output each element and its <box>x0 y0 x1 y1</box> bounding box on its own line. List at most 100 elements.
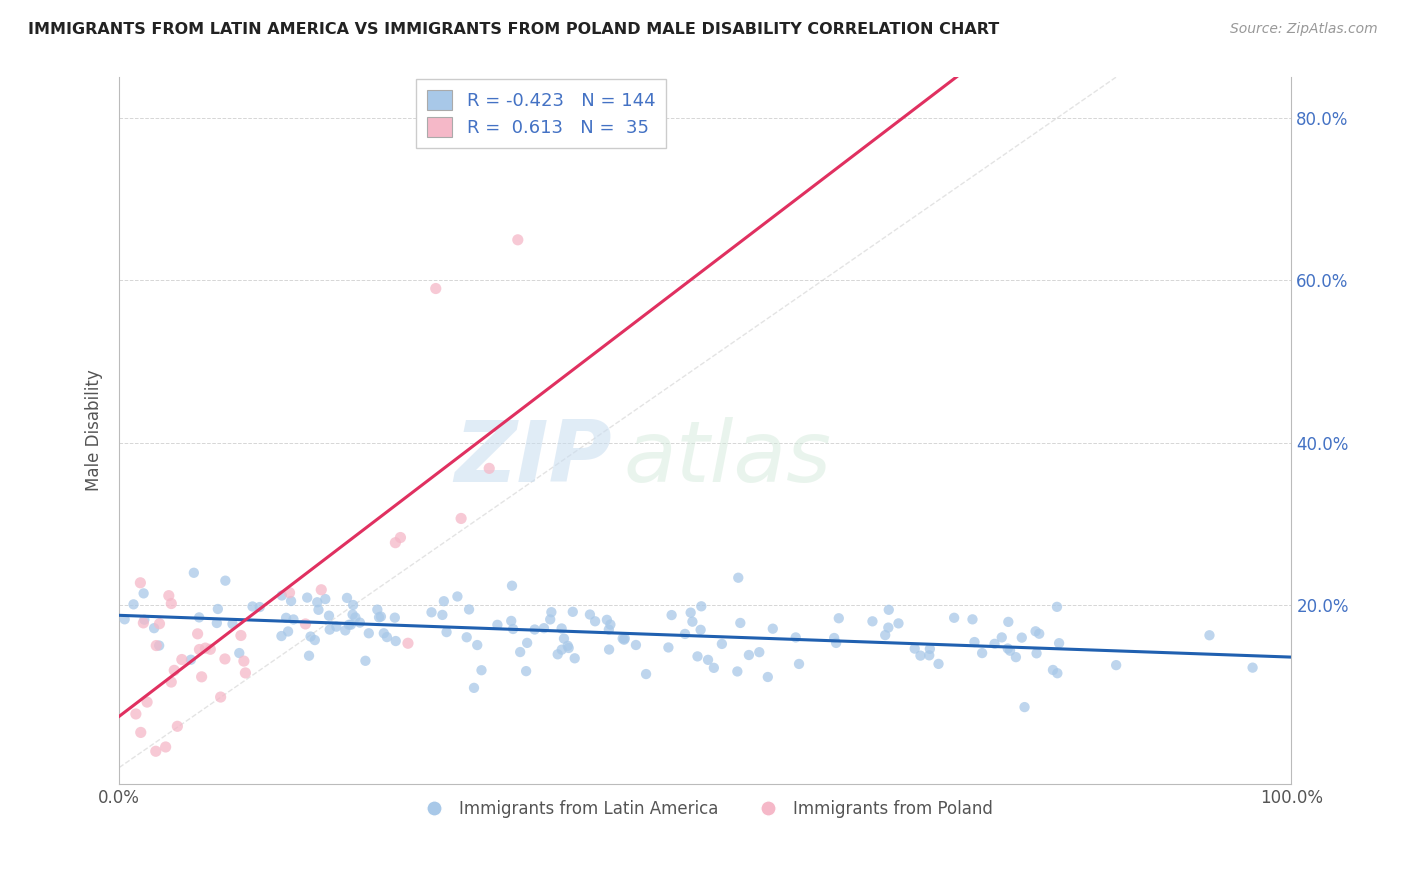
Point <box>157 589 180 603</box>
Point <box>325 620 347 634</box>
Point <box>738 648 761 662</box>
Point <box>132 615 155 630</box>
Point <box>308 603 330 617</box>
Point <box>148 616 170 631</box>
Point <box>928 657 950 671</box>
Point <box>336 591 359 605</box>
Point <box>136 695 159 709</box>
Point <box>160 597 183 611</box>
Point <box>433 594 456 608</box>
Point <box>188 610 211 624</box>
Point <box>1011 631 1033 645</box>
Point <box>748 645 770 659</box>
Point <box>283 612 305 626</box>
Point <box>463 681 485 695</box>
Point <box>235 665 257 680</box>
Point <box>1105 658 1128 673</box>
Point <box>432 607 454 622</box>
Point <box>553 632 575 646</box>
Point <box>918 648 941 663</box>
Point <box>550 622 572 636</box>
Point <box>232 654 254 668</box>
Point <box>304 633 326 648</box>
Point <box>278 585 301 599</box>
Point <box>997 641 1019 656</box>
Point <box>962 612 984 626</box>
Point <box>963 635 986 649</box>
Point <box>690 599 713 614</box>
Point <box>335 624 357 638</box>
Point <box>681 615 703 629</box>
Point <box>1014 700 1036 714</box>
Point <box>1241 660 1264 674</box>
Point <box>436 625 458 640</box>
Point <box>904 641 927 656</box>
Point <box>887 616 910 631</box>
Point <box>612 632 634 646</box>
Point <box>125 706 148 721</box>
Text: atlas: atlas <box>623 417 831 500</box>
Point <box>703 661 725 675</box>
Point <box>337 617 360 632</box>
Point <box>523 623 546 637</box>
Point <box>145 639 167 653</box>
Point <box>557 640 579 655</box>
Point <box>509 645 531 659</box>
Point <box>166 719 188 733</box>
Point <box>342 598 364 612</box>
Point <box>396 636 419 650</box>
Y-axis label: Male Disability: Male Disability <box>86 369 103 491</box>
Point <box>564 651 586 665</box>
Point <box>465 638 488 652</box>
Point <box>375 630 398 644</box>
Point <box>1005 650 1028 665</box>
Point <box>1025 646 1047 660</box>
Point <box>249 600 271 615</box>
Point <box>710 637 733 651</box>
Point <box>689 623 711 637</box>
Point <box>298 648 321 663</box>
Point <box>998 644 1021 658</box>
Point <box>425 281 447 295</box>
Point <box>686 649 709 664</box>
Point <box>828 611 851 625</box>
Point <box>114 612 136 626</box>
Point <box>214 652 236 666</box>
Point <box>129 725 152 739</box>
Point <box>862 615 884 629</box>
Point <box>661 608 683 623</box>
Point <box>918 641 941 656</box>
Point <box>825 636 848 650</box>
Point <box>446 590 468 604</box>
Point <box>342 607 364 622</box>
Point <box>384 634 406 648</box>
Point <box>318 608 340 623</box>
Point <box>557 639 579 653</box>
Point <box>501 579 523 593</box>
Point <box>270 589 292 603</box>
Point <box>373 626 395 640</box>
Point <box>785 631 807 645</box>
Point <box>1198 628 1220 642</box>
Point <box>134 613 156 627</box>
Point <box>823 631 845 645</box>
Point <box>274 611 297 625</box>
Point <box>340 617 363 632</box>
Point <box>877 621 900 635</box>
Point <box>502 622 524 636</box>
Point <box>470 663 492 677</box>
Point <box>486 617 509 632</box>
Point <box>636 667 658 681</box>
Point <box>188 642 211 657</box>
Point <box>1028 626 1050 640</box>
Text: IMMIGRANTS FROM LATIN AMERICA VS IMMIGRANTS FROM POLAND MALE DISABILITY CORRELAT: IMMIGRANTS FROM LATIN AMERICA VS IMMIGRA… <box>28 22 1000 37</box>
Point <box>613 632 636 646</box>
Point <box>624 638 647 652</box>
Point <box>420 605 443 619</box>
Point <box>1046 599 1069 614</box>
Point <box>787 657 810 671</box>
Text: Source: ZipAtlas.com: Source: ZipAtlas.com <box>1230 22 1378 37</box>
Point <box>368 610 391 624</box>
Point <box>1047 636 1070 650</box>
Point <box>187 627 209 641</box>
